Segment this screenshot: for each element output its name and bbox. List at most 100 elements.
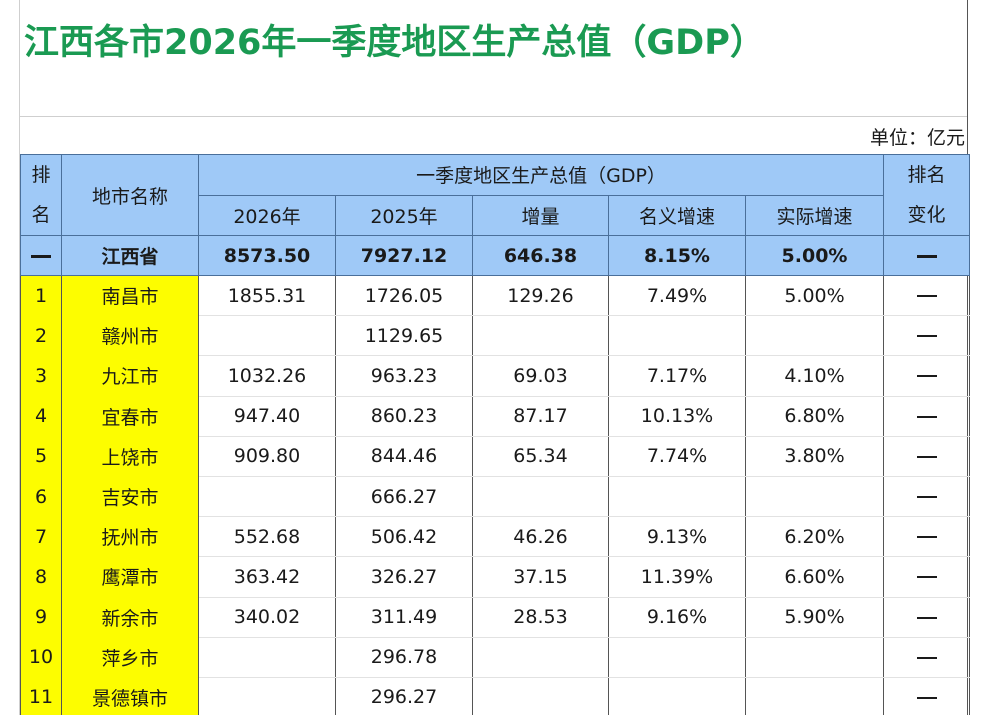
table-row: 7 抚州市 552.68 506.42 46.26 9.13% 6.20% [20,516,971,558]
table-row: 8 鹰潭市 363.42 326.27 37.15 11.39% 6.60% [20,556,971,598]
cell-real-growth: 6.60% [744,556,885,598]
header-increment: 增量 [472,194,609,236]
cell-real-growth [744,637,885,678]
province-real-growth: 5.00% [744,235,885,276]
cell-rank-change [883,637,971,678]
cell-rank-change [883,556,971,598]
cell-nominal-growth: 7.74% [608,436,746,477]
header-rank-change: 排名 变化 [883,154,971,236]
cell-increment [472,315,609,357]
dash-icon [916,616,937,619]
cell-city-name: 鹰潭市 [61,556,199,597]
dash-icon [916,576,937,579]
cell-nominal-growth: 10.13% [608,396,746,437]
cell-real-growth: 4.10% [744,355,885,397]
cell-increment: 46.26 [472,516,609,558]
cell-gdp-2026 [198,476,336,518]
table-row: 3 九江市 1032.26 963.23 69.03 7.17% 4.10% [20,355,971,397]
cell-nominal-growth: 7.49% [608,275,746,317]
dash-icon [916,455,937,458]
table-row: 11 景德镇市 296.27 [20,677,971,715]
cell-rank: 11 [20,677,62,715]
cell-real-growth [744,315,885,357]
table-row: 5 上饶市 909.80 844.46 65.34 7.74% 3.80% [20,436,971,477]
spreadsheet: 江西各市2026年一季度地区生产总值（GDP） 单位：亿元 排 名 地市名称 一… [19,0,971,715]
dash-icon [916,656,937,659]
cell-rank: 4 [20,396,62,437]
cell-city-name: 新余市 [61,597,199,638]
cell-rank: 1 [20,275,62,316]
cell-nominal-growth [608,637,746,678]
cell-rank: 5 [20,436,62,477]
province-rank-change [883,235,971,276]
province-increment: 646.38 [472,235,609,276]
header-rank-top: 排 [31,164,51,186]
cell-gdp-2026: 340.02 [198,597,336,638]
cell-city-name: 上饶市 [61,436,199,477]
cell-rank: 7 [20,516,62,557]
cell-nominal-growth [608,476,746,518]
cell-rank-change [883,516,971,558]
dash-icon [916,375,937,378]
cell-gdp-2026: 947.40 [198,396,336,437]
cell-city-name: 萍乡市 [61,637,199,678]
cell-gdp-2025: 326.27 [335,556,473,598]
cell-nominal-growth: 9.13% [608,516,746,558]
cell-rank-change [883,677,971,715]
dash-icon [31,254,51,258]
dash-icon [916,415,937,418]
page-title: 江西各市2026年一季度地区生产总值（GDP） [24,23,765,63]
cell-gdp-2025: 666.27 [335,476,473,518]
unit-label: 单位：亿元 [869,127,965,149]
cell-nominal-growth: 7.17% [608,355,746,397]
cell-real-growth [744,476,885,518]
cell-city-name: 景德镇市 [61,677,199,715]
header-real-growth: 实际增速 [744,194,885,236]
province-rank [20,235,62,276]
province-nominal-growth: 8.15% [608,235,746,276]
cell-city-name: 赣州市 [61,315,199,356]
cell-nominal-growth: 11.39% [608,556,746,598]
cell-increment [472,637,609,678]
header-gdp-group: 一季度地区生产总值（GDP） [197,154,885,196]
cell-city-name: 抚州市 [61,516,199,557]
cell-gdp-2025: 296.78 [335,637,473,678]
cell-nominal-growth [608,315,746,357]
dash-icon [916,254,937,258]
table-row: 9 新余市 340.02 311.49 28.53 9.16% 5.90% [20,597,971,638]
cell-increment: 37.15 [472,556,609,598]
cell-increment: 65.34 [472,436,609,477]
cell-rank-change [883,597,971,638]
header-year-2026: 2026年 [198,194,336,236]
cell-rank-change [883,315,971,357]
province-gdp-2025: 7927.12 [335,235,473,276]
cell-gdp-2026: 552.68 [198,516,336,558]
cell-gdp-2025: 844.46 [335,436,473,477]
cell-rank-change [883,355,971,397]
cell-increment: 129.26 [472,275,609,317]
cell-city-name: 吉安市 [61,476,199,517]
cell-gdp-2026 [198,677,336,715]
province-row: 江西省 8573.50 7927.12 646.38 8.15% 5.00% [20,235,971,276]
province-gdp-2026: 8573.50 [198,235,336,276]
cell-nominal-growth [608,677,746,715]
cell-rank: 9 [20,597,62,638]
cell-gdp-2026: 1855.31 [198,275,336,317]
cell-gdp-2025: 963.23 [335,355,473,397]
cell-real-growth: 3.80% [744,436,885,477]
cell-real-growth: 5.00% [744,275,885,317]
table-row: 10 萍乡市 296.78 [20,637,971,678]
cell-gdp-2026: 909.80 [198,436,336,477]
header-year-2025: 2025年 [335,194,473,236]
table-row: 2 赣州市 1129.65 [20,315,971,357]
cell-gdp-2026: 363.42 [198,556,336,598]
dash-icon [916,496,937,499]
cell-rank-change [883,476,971,518]
cell-rank: 8 [20,556,62,597]
cell-gdp-2025: 311.49 [335,597,473,638]
dash-icon [916,335,937,338]
cell-increment [472,677,609,715]
cell-gdp-2025: 1129.65 [335,315,473,357]
cell-rank: 10 [20,637,62,678]
header-rank-change-top: 排名 [907,164,946,186]
